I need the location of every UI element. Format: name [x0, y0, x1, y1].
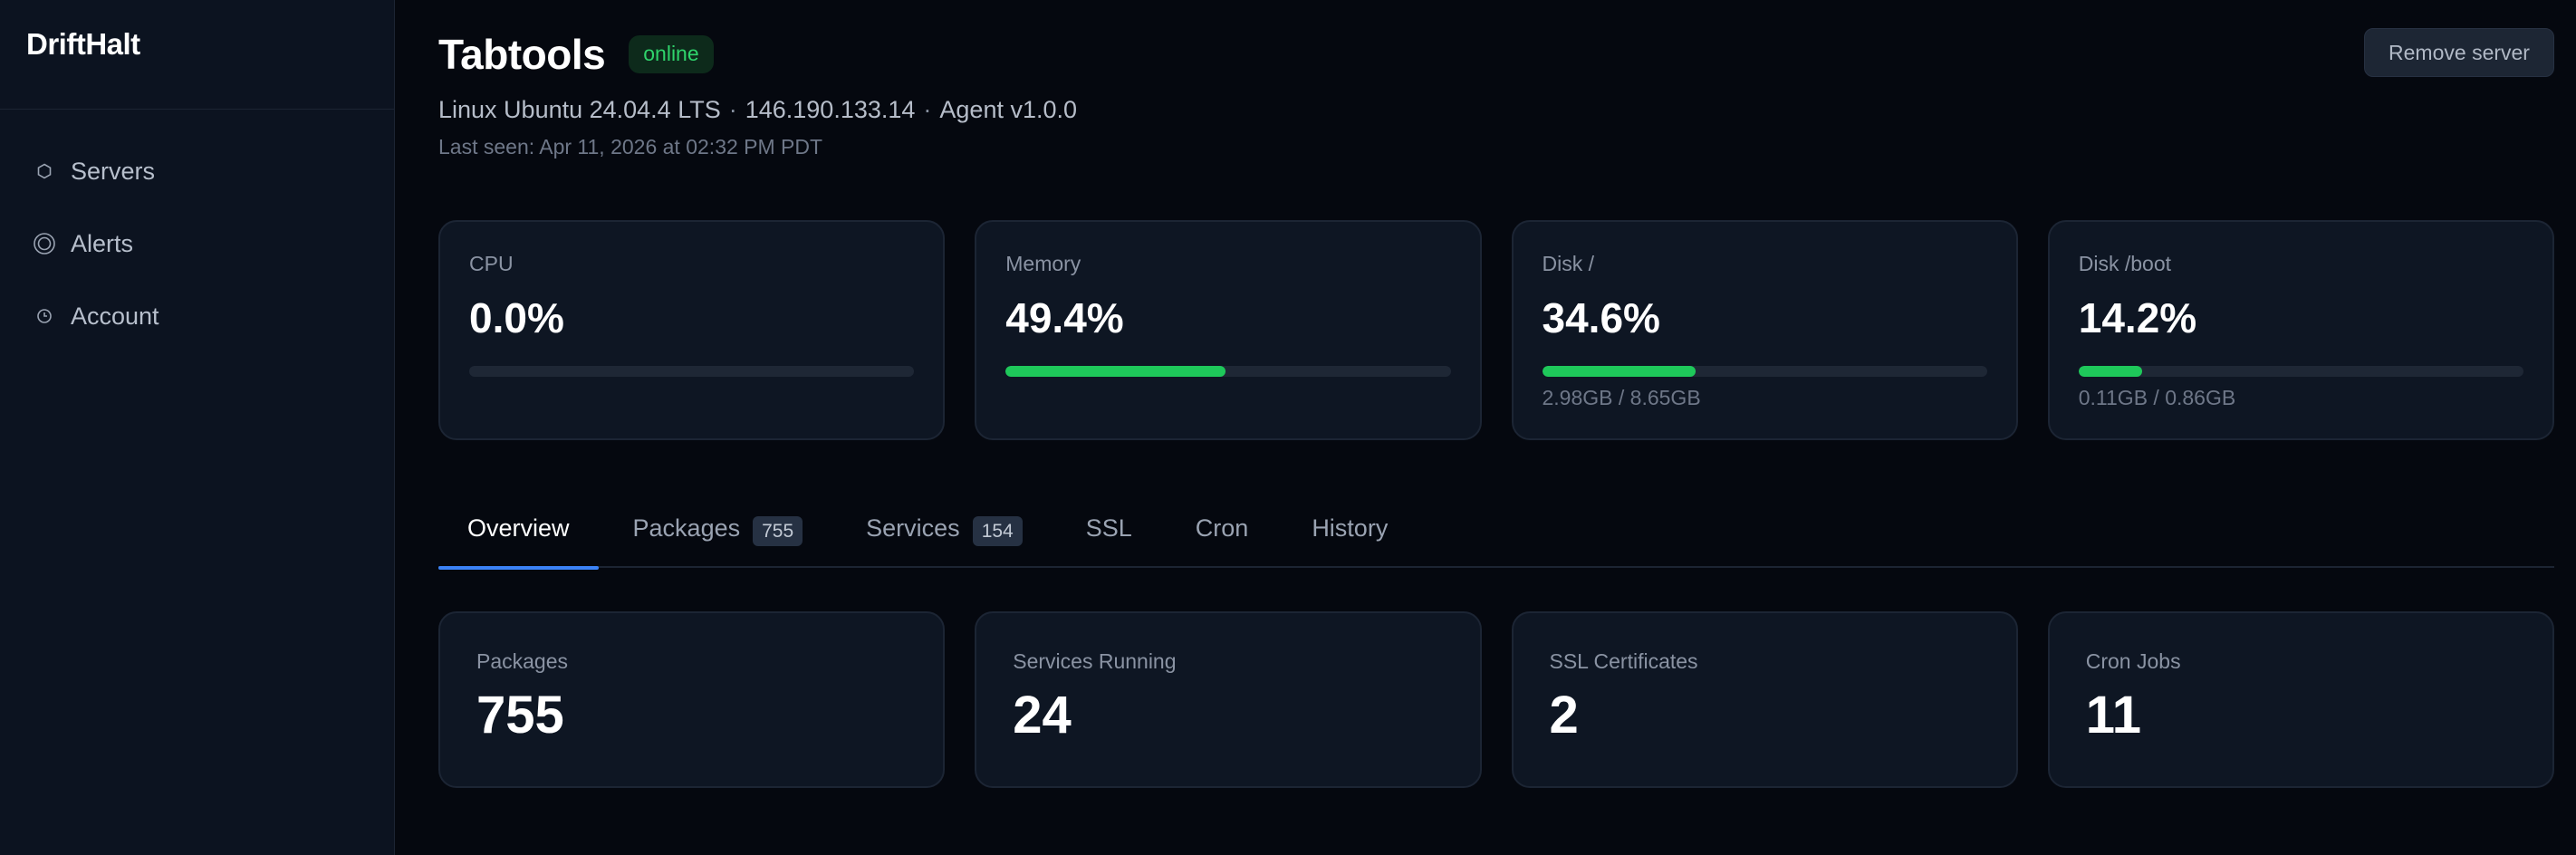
- stat-label: Services Running: [1013, 649, 1177, 673]
- tab-services[interactable]: Services 154: [837, 489, 1052, 568]
- sidebar-item-account[interactable]: Account: [0, 296, 394, 336]
- tab-ssl[interactable]: SSL: [1057, 489, 1161, 568]
- metric-card-memory: Memory 49.4%: [975, 220, 1482, 440]
- progress-bar: [1542, 366, 1987, 377]
- tab-packages[interactable]: Packages 755: [604, 489, 832, 568]
- title-row: Tabtools online: [438, 30, 714, 79]
- tab-label: History: [1312, 514, 1389, 542]
- metric-value: 34.6%: [1542, 294, 1660, 341]
- remove-server-button[interactable]: Remove server: [2364, 28, 2554, 77]
- stat-card-packages: Packages 755: [438, 611, 946, 788]
- last-seen: Last seen: Apr 11, 2026 at 02:32 PM PDT: [438, 135, 823, 159]
- count-badge: 154: [972, 516, 1023, 546]
- stat-label: Cron Jobs: [2085, 649, 2181, 673]
- ip-address: 146.190.133.14: [745, 96, 916, 123]
- disk-usage-text: 0.11GB / 0.86GB: [2078, 386, 2236, 409]
- tab-label: Services: [866, 514, 960, 542]
- stat-card-cron-jobs: Cron Jobs 11: [2047, 611, 2554, 788]
- main-content: Tabtools online Linux Ubuntu 24.04.4 LTS…: [395, 0, 2576, 855]
- hexagon-icon: [33, 163, 56, 179]
- stat-value: 11: [2085, 686, 2142, 745]
- server-header: Tabtools online Linux Ubuntu 24.04.4 LTS…: [438, 0, 2554, 208]
- meta-separator: ·: [728, 96, 737, 123]
- sidebar-nav: Servers Alerts Account: [0, 110, 394, 336]
- metric-label: Memory: [1005, 252, 1081, 275]
- progress-fill: [1005, 366, 1226, 377]
- count-badge: 755: [753, 516, 803, 546]
- metric-value: 49.4%: [1005, 294, 1124, 341]
- clock-icon: [33, 308, 56, 324]
- sidebar-item-alerts[interactable]: Alerts: [0, 224, 394, 264]
- tab-label: Cron: [1195, 514, 1249, 542]
- metrics-row: CPU 0.0% Memory 49.4% Disk / 34.6% 2.: [438, 220, 2554, 440]
- stat-card-ssl-certificates: SSL Certificates 2: [1511, 611, 2018, 788]
- server-meta: Linux Ubuntu 24.04.4 LTS · 146.190.133.14 ·…: [438, 96, 1077, 124]
- stat-label: SSL Certificates: [1549, 649, 1698, 673]
- agent-version: Agent v1.0.0: [939, 96, 1078, 123]
- disk-usage-text: 2.98GB / 8.65GB: [1542, 386, 1701, 409]
- metric-label: Disk /: [1542, 252, 1595, 275]
- overview-stats: Packages 755 Services Running 24 SSL Cer…: [438, 611, 2554, 788]
- stat-value: 755: [476, 686, 564, 745]
- stat-value: 24: [1013, 686, 1072, 745]
- tab-label: SSL: [1085, 514, 1132, 542]
- metric-card-disk-root: Disk / 34.6% 2.98GB / 8.65GB: [1511, 220, 2018, 440]
- tab-history[interactable]: History: [1283, 489, 1417, 568]
- stat-card-services-running: Services Running 24: [975, 611, 1482, 788]
- status-badge: online: [629, 35, 714, 73]
- page-title: Tabtools: [438, 31, 606, 78]
- bell-ring-icon: [33, 232, 56, 255]
- sidebar-item-servers[interactable]: Servers: [0, 151, 394, 191]
- sidebar: DriftHalt Servers Alerts: [0, 0, 395, 855]
- metric-card-disk-boot: Disk /boot 14.2% 0.11GB / 0.86GB: [2047, 220, 2554, 440]
- metric-label: CPU: [469, 252, 514, 275]
- metric-label: Disk /boot: [2078, 252, 2172, 275]
- meta-separator: ·: [923, 96, 932, 123]
- brand-logo[interactable]: DriftHalt: [0, 0, 394, 110]
- progress-bar: [1005, 366, 1451, 377]
- os-version: Linux Ubuntu 24.04.4 LTS: [438, 96, 721, 123]
- tab-bar: Overview Packages 755 Services 154 SSL C…: [438, 489, 2554, 570]
- tab-overview[interactable]: Overview: [438, 489, 599, 570]
- metric-value: 14.2%: [2078, 294, 2197, 341]
- tab-label: Packages: [632, 514, 741, 542]
- progress-fill: [2078, 366, 2142, 377]
- progress-bar: [2078, 366, 2523, 377]
- tab-label: Overview: [467, 514, 570, 542]
- stat-label: Packages: [476, 649, 569, 673]
- metric-card-cpu: CPU 0.0%: [438, 220, 946, 440]
- metric-value: 0.0%: [469, 294, 564, 341]
- stat-value: 2: [1549, 686, 1579, 745]
- sidebar-item-label: Alerts: [71, 229, 134, 257]
- progress-bar: [469, 366, 915, 377]
- tab-cron[interactable]: Cron: [1167, 489, 1278, 568]
- sidebar-item-label: Account: [71, 302, 159, 330]
- sidebar-item-label: Servers: [71, 157, 156, 185]
- progress-fill: [1542, 366, 1697, 377]
